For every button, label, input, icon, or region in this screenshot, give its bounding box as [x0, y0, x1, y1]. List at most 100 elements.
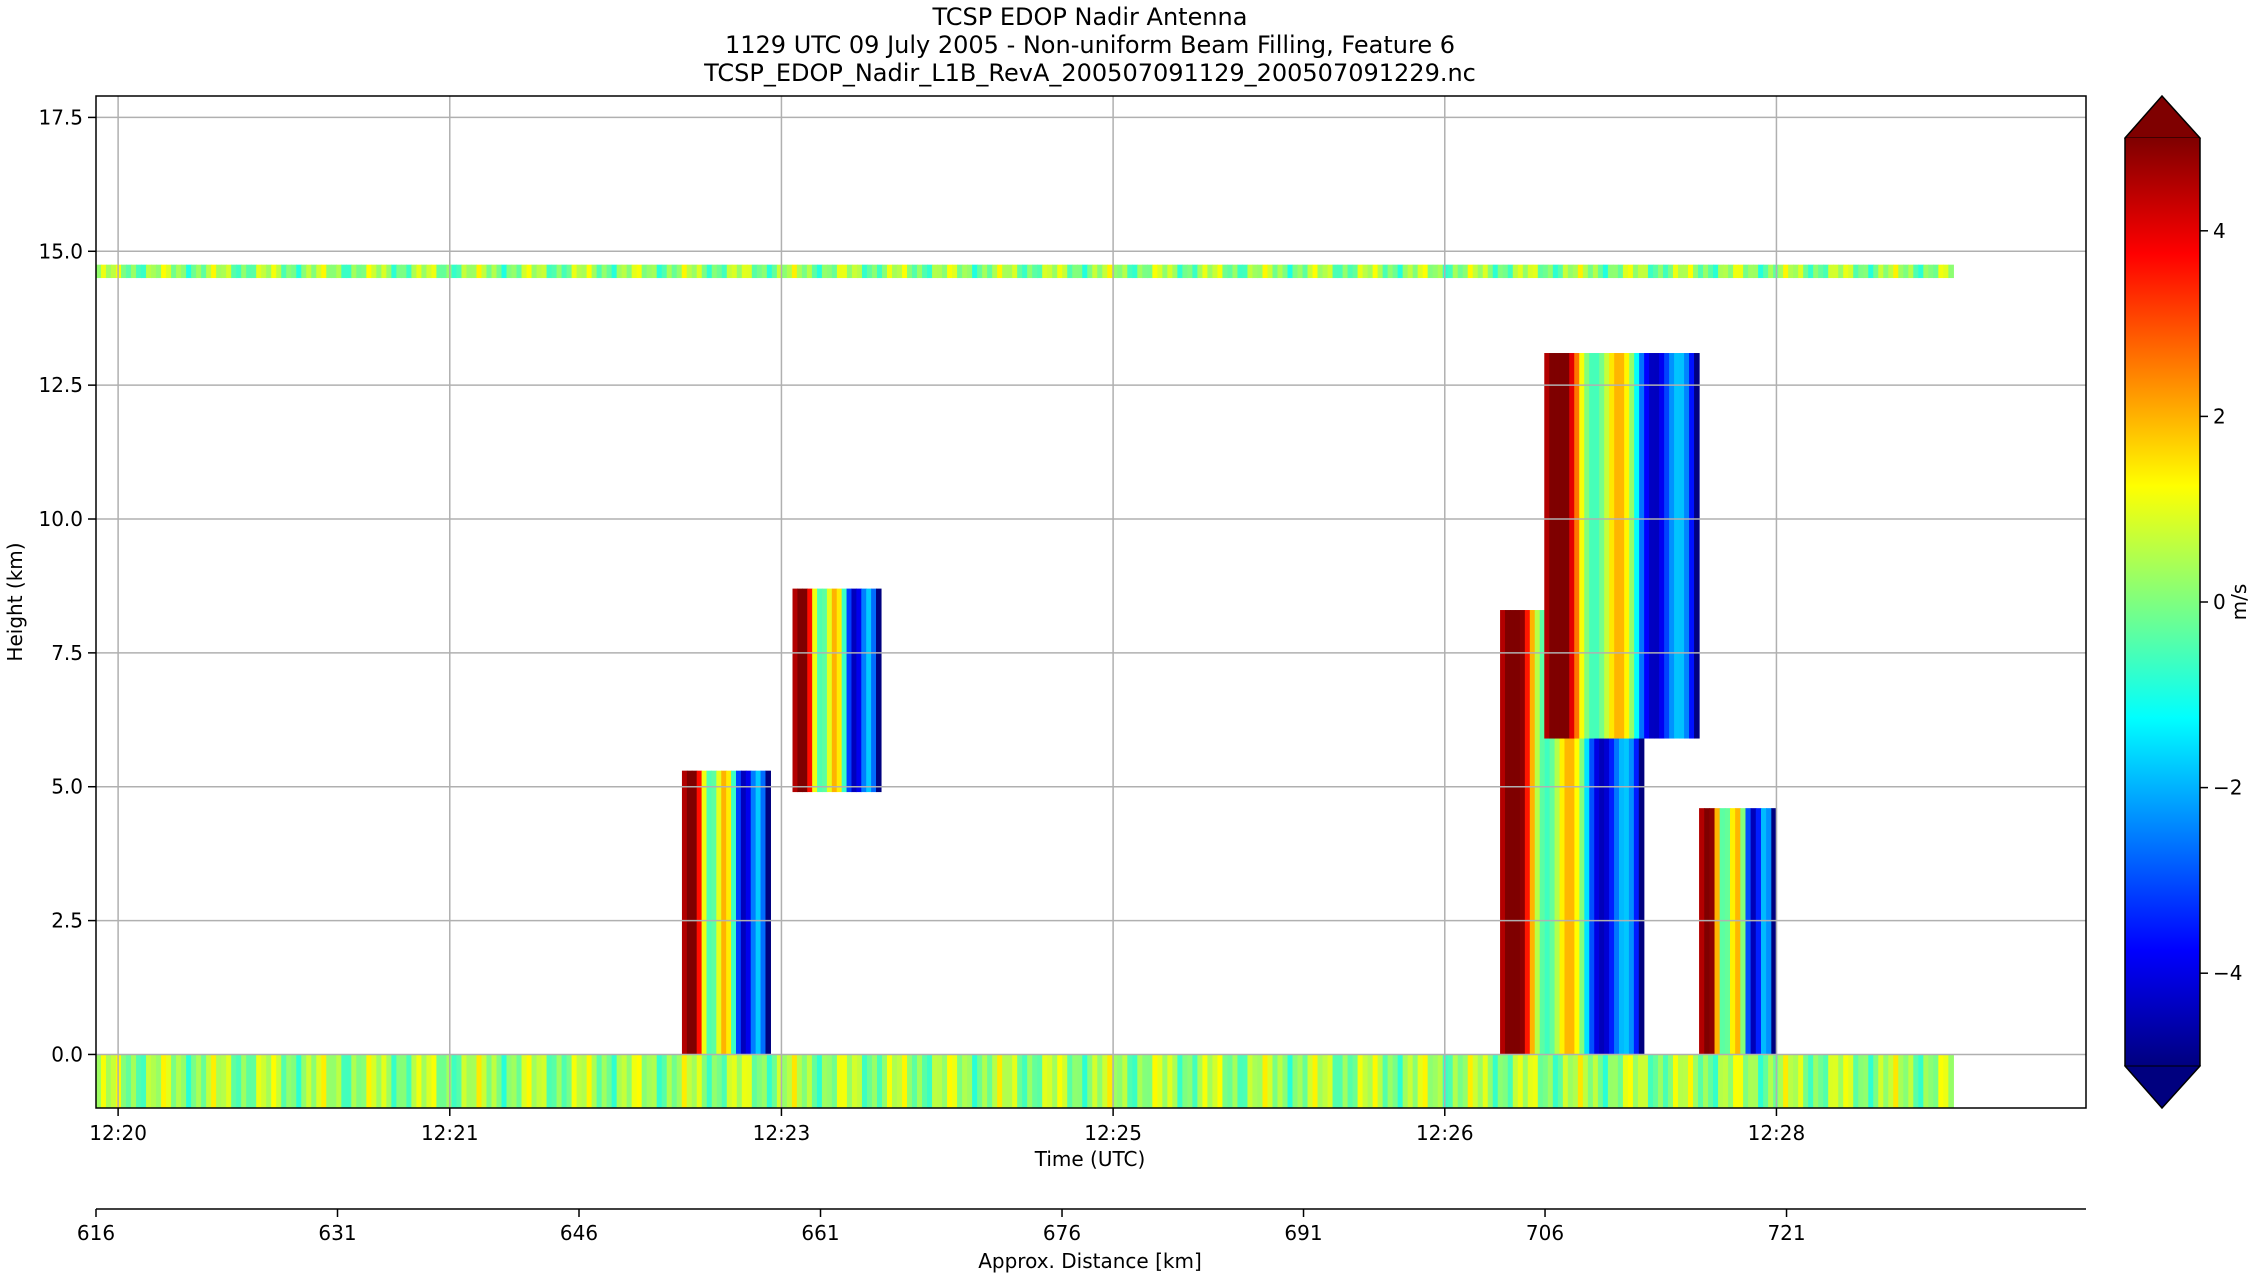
- velocity-strip: [1674, 353, 1680, 739]
- velocity-strip: [1142, 1054, 1148, 1108]
- velocity-strip: [902, 1054, 908, 1108]
- velocity-strip: [1317, 264, 1324, 279]
- velocity-strip: [1127, 264, 1133, 279]
- y-tick-label: 2.5: [51, 909, 83, 933]
- colorbar-ticks: −4 −2 0 2 4: [2200, 219, 2242, 985]
- velocity-strip: [1402, 1054, 1409, 1108]
- velocity-strip: [1519, 610, 1526, 1055]
- velocity-strip: [1713, 1054, 1719, 1108]
- velocity-strip: [1292, 264, 1299, 279]
- velocity-strip: [586, 1054, 593, 1108]
- velocity-strip: [716, 1054, 723, 1108]
- velocity-strip: [1422, 264, 1429, 279]
- velocity-strip: [1579, 610, 1585, 1055]
- velocity-strip: [301, 264, 307, 279]
- velocity-strip: [811, 1054, 818, 1108]
- velocity-strip: [511, 264, 518, 279]
- velocity-strip: [1564, 610, 1571, 1055]
- velocity-strip: [1798, 1054, 1804, 1108]
- velocity-strip: [1579, 353, 1585, 739]
- velocity-strip: [1242, 264, 1249, 279]
- velocity-strip: [1544, 353, 1550, 739]
- velocity-strip: [1422, 1054, 1429, 1108]
- velocity-strip: [1714, 808, 1721, 1055]
- velocity-strip: [1192, 1054, 1198, 1108]
- velocity-strip: [246, 1054, 252, 1108]
- velocity-strip: [1766, 808, 1772, 1055]
- velocity-strip: [1788, 1054, 1794, 1108]
- velocity-strip: [1632, 1054, 1639, 1108]
- velocity-strip: [1873, 264, 1879, 279]
- velocity-strip: [1848, 1054, 1854, 1108]
- velocity-strip: [536, 264, 543, 279]
- velocity-strip: [171, 1054, 177, 1108]
- velocity-strip: [381, 264, 387, 279]
- velocity-strip: [1517, 264, 1524, 279]
- velocity-strip: [141, 264, 147, 279]
- velocity-strip: [1622, 264, 1629, 279]
- velocity-strip: [1594, 610, 1600, 1055]
- velocity-strip: [311, 264, 317, 279]
- velocity-strip: [1182, 264, 1188, 279]
- velocity-strip: [861, 264, 868, 279]
- velocity-strip: [1933, 264, 1939, 279]
- velocity-strip: [937, 264, 943, 279]
- velocity-strip: [1052, 264, 1058, 279]
- velocity-strip: [501, 1054, 508, 1108]
- velocity-strip: [1572, 264, 1579, 279]
- velocity-strip: [1437, 1054, 1444, 1108]
- velocity-strip: [471, 1054, 478, 1108]
- velocity-strip: [676, 264, 683, 279]
- velocity-strip: [561, 1054, 568, 1108]
- velocity-strip: [1157, 264, 1163, 279]
- velocity-strip: [1227, 1054, 1234, 1108]
- velocity-strip: [1554, 353, 1560, 739]
- velocity-strip: [711, 1054, 718, 1108]
- velocity-strip: [1758, 1054, 1764, 1108]
- velocity-strip: [521, 1054, 528, 1108]
- velocity-strip: [881, 264, 888, 279]
- velocity-strip: [161, 1054, 167, 1108]
- velocity-strip: [881, 1054, 888, 1108]
- velocity-strip: [276, 264, 282, 279]
- velocity-strip: [1778, 264, 1784, 279]
- velocity-strip: [756, 264, 763, 279]
- velocity-strip: [1642, 1054, 1649, 1108]
- velocity-strip: [426, 264, 433, 279]
- velocity-strip: [346, 264, 352, 279]
- velocity-strip: [1567, 1054, 1574, 1108]
- velocity-strip: [726, 264, 733, 279]
- velocity-strip: [1584, 610, 1590, 1055]
- velocity-strip: [696, 1054, 703, 1108]
- velocity-strip: [1813, 1054, 1819, 1108]
- velocity-strip: [796, 1054, 803, 1108]
- velocity-strip: [206, 264, 212, 279]
- colorbar-extend-top: [2123, 95, 2202, 139]
- y-axis: 0.0 2.5 5.0 7.5 10.0 12.5 15.0 17.5: [38, 105, 96, 1066]
- velocity-strip: [1192, 264, 1198, 279]
- velocity-strip: [1592, 264, 1599, 279]
- velocity-strip: [1728, 1054, 1734, 1108]
- y-tick-label: 17.5: [38, 105, 83, 129]
- velocity-strip: [1232, 1054, 1239, 1108]
- colorbar-body: [2125, 138, 2200, 1066]
- velocity-strip: [1262, 264, 1269, 279]
- velocity-strip: [1017, 1054, 1023, 1108]
- velocity-strip: [791, 1054, 798, 1108]
- velocity-strip: [1397, 264, 1404, 279]
- convective-cell-1: [681, 770, 771, 1055]
- velocity-strip: [952, 1054, 958, 1108]
- velocity-strip: [1082, 1054, 1088, 1108]
- velocity-strip: [1763, 264, 1769, 279]
- velocity-strip: [156, 264, 162, 279]
- velocity-strip: [977, 264, 983, 279]
- velocity-strip: [481, 1054, 488, 1108]
- velocity-strip: [266, 264, 272, 279]
- velocity-strip: [1738, 1054, 1744, 1108]
- colorbar-tick-label: −2: [2213, 776, 2242, 800]
- y-tick-label: 0.0: [51, 1042, 83, 1066]
- velocity-strip: [1793, 264, 1799, 279]
- velocity-strip: [1097, 264, 1103, 279]
- plot-background: [96, 96, 2086, 1108]
- velocity-strip: [351, 1054, 357, 1108]
